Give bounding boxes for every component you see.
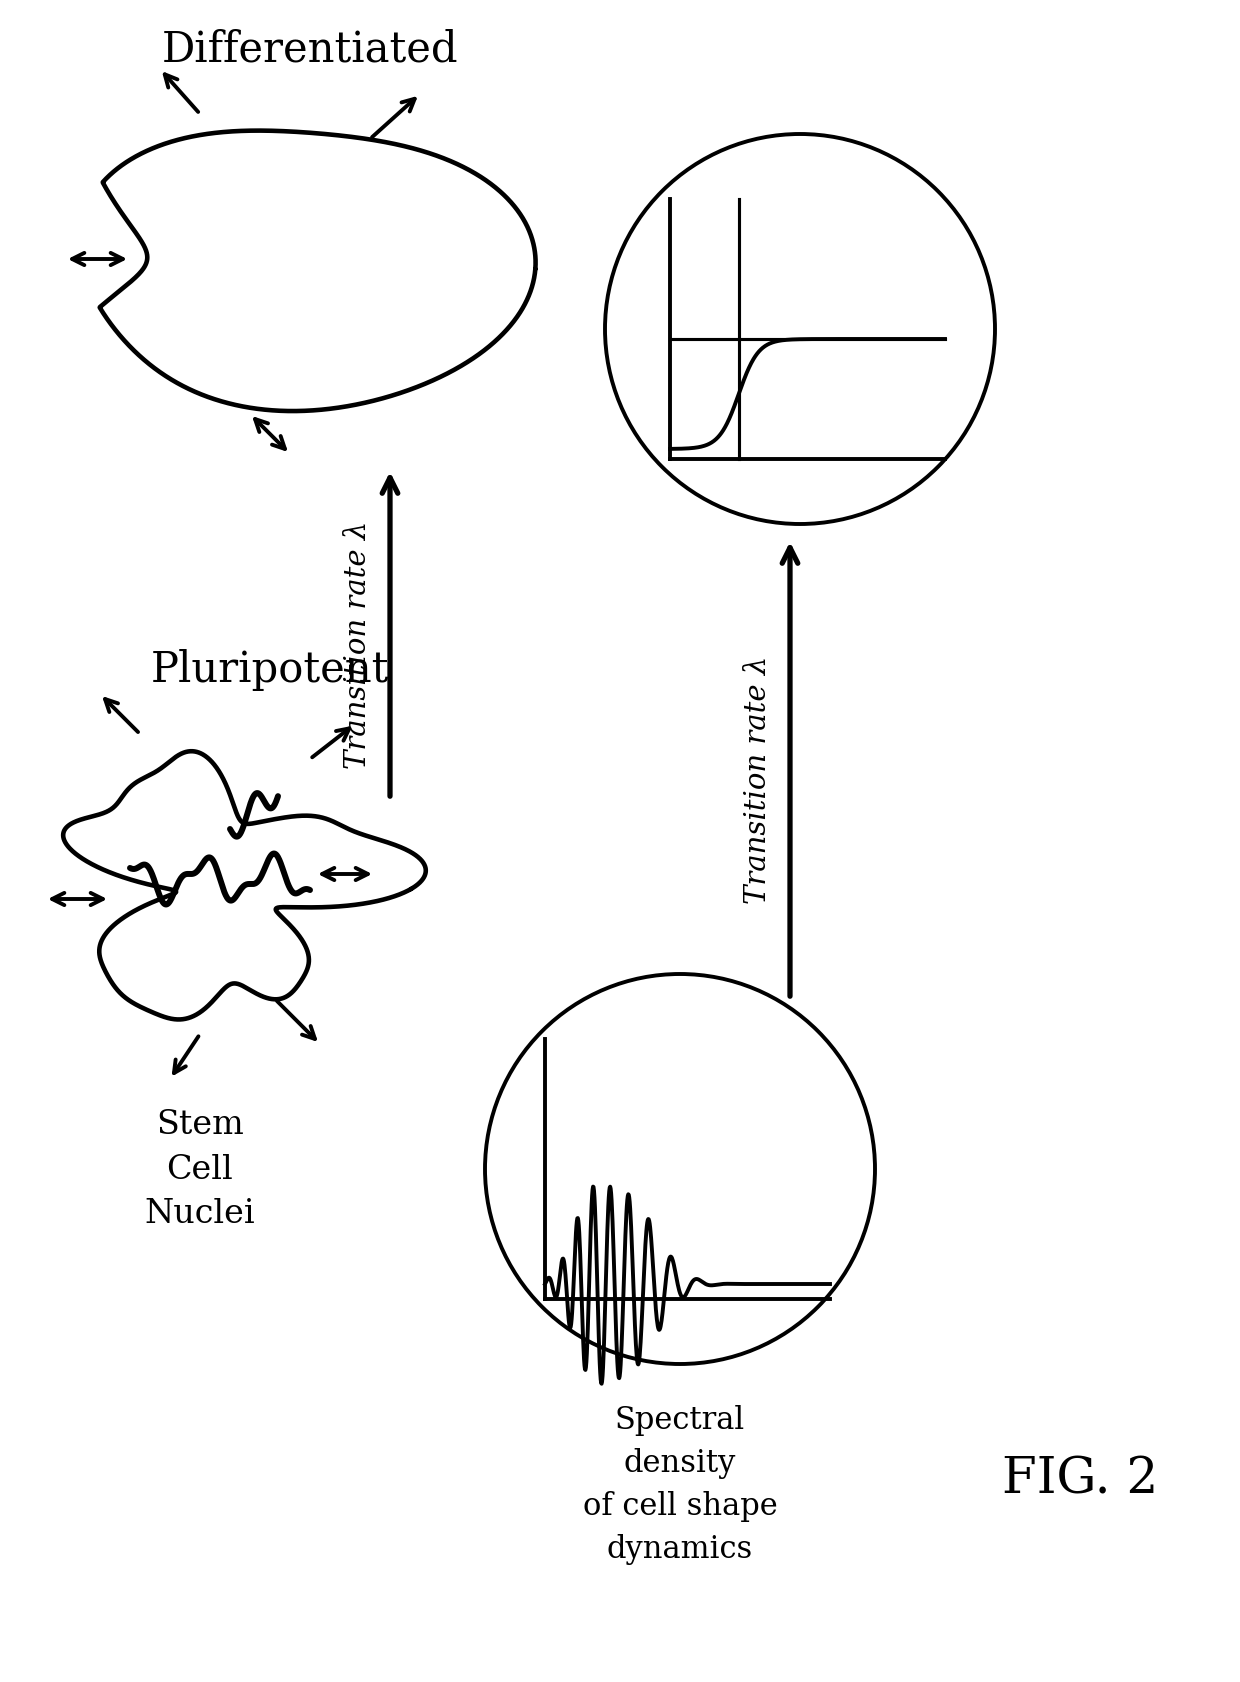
Text: Transition rate λ: Transition rate λ (744, 656, 773, 903)
Text: Pluripotent: Pluripotent (151, 649, 389, 691)
Text: Transition rate λ: Transition rate λ (343, 520, 372, 769)
Text: FIG. 2: FIG. 2 (1002, 1455, 1158, 1504)
Text: Stem
Cell
Nuclei: Stem Cell Nuclei (145, 1108, 255, 1230)
Text: Spectral
density
of cell shape
dynamics: Spectral density of cell shape dynamics (583, 1404, 777, 1564)
Text: Differentiated: Differentiated (161, 29, 459, 71)
